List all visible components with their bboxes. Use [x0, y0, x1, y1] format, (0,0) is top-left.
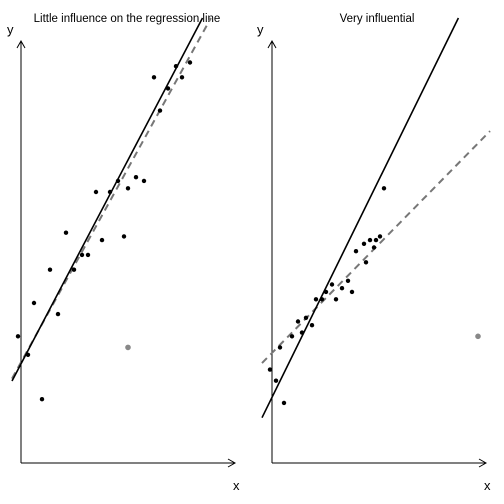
data-point [289, 334, 295, 339]
data-point [39, 397, 45, 402]
data-point [303, 315, 309, 320]
right-y-axis-label: y [257, 22, 264, 37]
left-chart-title: Little influence on the regression line [34, 13, 221, 25]
data-point [47, 267, 53, 272]
data-point [339, 286, 345, 291]
data-point [371, 245, 377, 250]
data-point [309, 323, 315, 328]
data-point [373, 237, 379, 243]
data-point [381, 186, 387, 191]
right-chart-title: Very influential [340, 13, 415, 25]
data-point [281, 400, 287, 406]
right-x-axis-label: x [484, 478, 491, 493]
data-point [187, 60, 193, 65]
data-point [173, 63, 179, 69]
data-point [93, 189, 99, 195]
data-point [319, 297, 325, 302]
left-x-axis-arrow [227, 458, 237, 468]
data-point [141, 178, 147, 184]
left-y-axis-label: y [7, 22, 14, 37]
data-point [367, 237, 373, 243]
left-fit-line-without-point [11, 17, 212, 380]
data-point [55, 311, 61, 317]
data-point [121, 234, 127, 239]
data-point [115, 178, 121, 184]
data-point [361, 241, 367, 246]
data-point [277, 345, 283, 350]
data-point [63, 230, 69, 235]
data-point [99, 237, 105, 243]
data-point [151, 75, 157, 80]
data-point [323, 289, 329, 295]
left-fit-line-with-point [11, 17, 204, 382]
right-scatter-panel: Very influential y x [257, 13, 491, 493]
data-point [71, 267, 77, 272]
data-point [179, 75, 185, 80]
data-point [79, 252, 85, 258]
data-point [349, 289, 355, 295]
left-points [15, 60, 193, 402]
data-point [31, 300, 37, 306]
data-point [377, 234, 383, 239]
data-point [165, 86, 171, 91]
left-scatter-panel: Little influence on the regression line … [7, 13, 240, 493]
data-point [15, 334, 21, 339]
data-point [267, 367, 273, 372]
data-point [329, 282, 335, 287]
data-point [363, 260, 369, 265]
data-point [107, 189, 113, 195]
data-point [133, 175, 139, 180]
right-points [267, 186, 481, 406]
data-point [25, 352, 31, 357]
left-x-axis-label: x [233, 478, 240, 493]
data-point [353, 249, 359, 254]
right-fit-line-without-point [261, 17, 460, 419]
influential-point [125, 344, 131, 351]
data-point [313, 297, 319, 302]
right-fit-lines [261, 17, 491, 419]
data-point [299, 330, 305, 335]
data-point [125, 186, 131, 191]
left-y-axis-arrow [16, 39, 26, 49]
data-point [273, 378, 279, 383]
data-point [295, 319, 301, 324]
influential-point [475, 333, 481, 340]
data-point [85, 252, 91, 258]
data-point [157, 108, 163, 113]
left-fit-lines [11, 17, 212, 382]
data-point [333, 297, 339, 302]
right-y-axis-arrow [267, 39, 277, 49]
data-point [345, 278, 351, 283]
right-x-axis-arrow [478, 458, 488, 468]
